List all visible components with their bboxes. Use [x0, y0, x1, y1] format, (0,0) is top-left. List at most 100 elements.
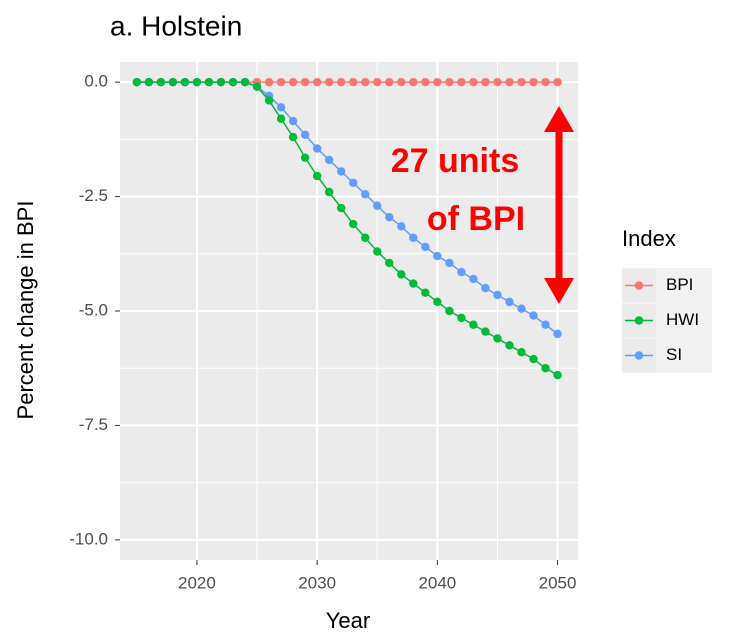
data-point: [277, 78, 285, 86]
data-point: [517, 305, 525, 313]
data-point: [457, 78, 465, 86]
x-tick-label: 2050: [539, 573, 577, 592]
data-point: [481, 327, 489, 335]
data-point: [373, 247, 381, 255]
y-tick-label: -7.5: [79, 415, 108, 434]
data-point: [265, 96, 273, 104]
data-point: [541, 321, 549, 329]
data-point: [313, 144, 321, 152]
data-point: [385, 259, 393, 267]
legend-label: HWI: [666, 310, 699, 329]
data-point: [505, 78, 513, 86]
data-point: [289, 117, 297, 125]
data-point: [445, 78, 453, 86]
legend-key-dot: [635, 351, 643, 359]
data-point: [337, 78, 345, 86]
data-point: [553, 78, 561, 86]
data-point: [265, 78, 273, 86]
chart: a. Holstein Year Percent change in BPI 2…: [0, 0, 735, 641]
data-point: [481, 78, 489, 86]
data-point: [289, 78, 297, 86]
data-point: [433, 78, 441, 86]
data-point: [421, 288, 429, 296]
data-point: [421, 78, 429, 86]
data-point: [385, 213, 393, 221]
data-point: [325, 156, 333, 164]
legend: BPI HWI SI: [622, 268, 712, 373]
data-point: [397, 270, 405, 278]
data-point: [529, 78, 537, 86]
data-point: [397, 78, 405, 86]
legend-title: Index: [622, 226, 676, 251]
data-point: [373, 78, 381, 86]
data-point: [349, 220, 357, 228]
data-point: [445, 307, 453, 315]
data-point: [433, 252, 441, 260]
data-point: [361, 78, 369, 86]
data-point: [517, 78, 525, 86]
chart-title: a. Holstein: [110, 10, 242, 41]
data-point: [505, 298, 513, 306]
data-point: [421, 243, 429, 251]
y-tick-label: -2.5: [79, 186, 108, 205]
data-point: [145, 78, 153, 86]
data-point: [361, 190, 369, 198]
data-point: [493, 291, 501, 299]
data-point: [397, 222, 405, 230]
annotation: of BPI: [427, 200, 525, 238]
annotation: 27 units: [391, 142, 519, 180]
y-tick-label: -5.0: [79, 300, 108, 319]
data-point: [277, 115, 285, 123]
x-tick-label: 2020: [178, 573, 216, 592]
data-point: [133, 78, 141, 86]
x-axis-title: Year: [326, 608, 370, 633]
data-point: [541, 364, 549, 372]
data-point: [313, 78, 321, 86]
data-point: [457, 314, 465, 322]
data-point: [193, 78, 201, 86]
data-point: [445, 259, 453, 267]
data-point: [181, 78, 189, 86]
data-point: [325, 78, 333, 86]
x-tick-label: 2030: [298, 573, 336, 592]
data-point: [493, 334, 501, 342]
legend-label: BPI: [666, 275, 693, 294]
data-point: [493, 78, 501, 86]
legend-key-dot: [635, 281, 643, 289]
data-point: [157, 78, 165, 86]
data-point: [433, 298, 441, 306]
data-point: [301, 153, 309, 161]
data-point: [277, 103, 285, 111]
data-point: [529, 355, 537, 363]
data-point: [541, 78, 549, 86]
data-point: [301, 131, 309, 139]
data-point: [361, 234, 369, 242]
data-point: [505, 341, 513, 349]
data-point: [529, 311, 537, 319]
data-point: [241, 78, 249, 86]
data-point: [469, 78, 477, 86]
data-point: [457, 268, 465, 276]
legend-label: SI: [666, 345, 682, 364]
data-point: [409, 279, 417, 287]
data-point: [169, 78, 177, 86]
y-axis-title: Percent change in BPI: [13, 201, 38, 420]
y-tick-label: 0.0: [84, 72, 108, 91]
data-point: [205, 78, 213, 86]
data-point: [373, 202, 381, 210]
data-point: [217, 78, 225, 86]
data-point: [337, 167, 345, 175]
legend-key-dot: [635, 316, 643, 324]
data-point: [301, 78, 309, 86]
data-point: [409, 78, 417, 86]
data-point: [325, 188, 333, 196]
data-point: [229, 78, 237, 86]
data-point: [313, 172, 321, 180]
data-point: [469, 321, 477, 329]
data-point: [253, 83, 261, 91]
data-point: [289, 133, 297, 141]
y-tick-label: -10.0: [69, 529, 108, 548]
data-point: [349, 78, 357, 86]
data-point: [553, 371, 561, 379]
data-point: [469, 275, 477, 283]
